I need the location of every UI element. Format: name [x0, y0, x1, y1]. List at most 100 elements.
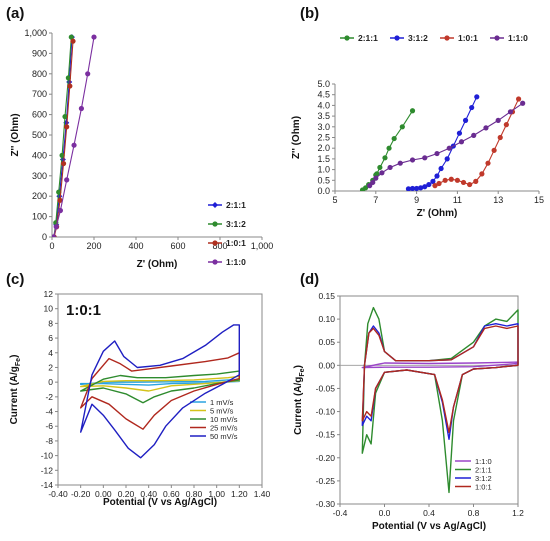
data-point	[91, 34, 97, 40]
legend-entry: 50 mV/s	[190, 432, 238, 441]
legend-label: 5 mV/s	[210, 407, 234, 416]
y-tick-label: 100	[32, 212, 47, 222]
y-axis-label: Current (A/gFe)	[293, 365, 306, 435]
series-line	[369, 102, 524, 187]
y-tick-label: 1.5	[317, 154, 330, 164]
data-point	[53, 224, 59, 230]
legend-marker	[394, 35, 400, 41]
legend-marker	[344, 35, 350, 41]
legend-entry: 3:1:2	[390, 33, 428, 43]
legend-label: 3:1:2	[408, 33, 428, 43]
data-point	[64, 177, 70, 183]
x-tick-label: 0.8	[468, 508, 480, 518]
data-point	[399, 124, 405, 130]
legend-label: 10 mV/s	[210, 415, 238, 424]
data-point	[503, 122, 509, 128]
x-tick-label: 9	[414, 195, 419, 205]
y-tick-label: 0.0	[317, 186, 330, 196]
data-point	[409, 185, 416, 191]
x-tick-label: 1.20	[231, 489, 248, 499]
x-tick-label: 13	[493, 195, 503, 205]
y-tick-label: -12	[41, 465, 54, 475]
x-tick-label: 0.0	[379, 508, 391, 518]
y-axis-label-end: )	[293, 365, 304, 368]
data-point	[56, 189, 62, 195]
data-point	[70, 38, 76, 44]
panel-label: (b)	[300, 5, 319, 22]
data-point	[471, 132, 477, 138]
panel-a: (a) 0 200 400 600 800 1,000 0 100 200 300 400 500 600…	[6, 5, 273, 270]
data-point	[473, 178, 479, 184]
legend-entry: 5 mV/s	[190, 407, 234, 416]
legend-entry: 1:0:1	[440, 33, 478, 43]
data-point	[405, 186, 412, 191]
series-line	[53, 37, 72, 237]
data-point	[520, 100, 526, 106]
y-tick-label: 400	[32, 150, 47, 160]
data-point	[430, 178, 436, 184]
legend-label: 2:1:1	[358, 33, 378, 43]
x-tick-label: 1,000	[251, 241, 274, 251]
data-point	[454, 177, 460, 183]
x-tick-label: 0.40	[140, 489, 157, 499]
legend-label: 1:1:0	[226, 257, 246, 267]
x-tick-label: 0.4	[423, 508, 435, 518]
legend-label: 2:1:1	[475, 466, 492, 475]
y-tick-label: 12	[44, 289, 54, 299]
data-point	[391, 135, 397, 142]
y-tick-label: 0.15	[318, 291, 335, 301]
x-tick-label: -0.20	[71, 489, 91, 499]
legend-entry: 1:0:1	[208, 238, 246, 248]
y-tick-label: 4.0	[317, 100, 330, 110]
data-point	[479, 171, 485, 177]
series-line	[52, 37, 95, 237]
y-tick-label: 2.0	[317, 143, 330, 153]
data-point	[67, 83, 73, 89]
series-line	[80, 370, 240, 404]
y-tick-label: 0.05	[318, 337, 335, 347]
legend-entry: 2:1:1	[455, 466, 492, 475]
data-point	[78, 105, 84, 112]
y-tick-label: -2	[45, 392, 53, 402]
y-axis-label-subscript: Fe	[15, 358, 22, 366]
data-point	[434, 173, 440, 179]
x-axis-label: Z' (Ohm)	[137, 259, 178, 270]
x-tick-label: 1.40	[254, 489, 271, 499]
y-tick-label: 2.5	[317, 133, 330, 143]
y-tick-label: 300	[32, 171, 47, 181]
series-2-1-1	[359, 108, 416, 191]
x-tick-label: 800	[212, 241, 227, 251]
data-point	[64, 124, 70, 130]
y-tick-label: -10	[41, 451, 54, 461]
data-point	[68, 34, 74, 40]
data-point	[374, 171, 380, 177]
legend-marker	[212, 240, 218, 246]
panel-d: (d) -0.4 0.0 0.4 0.8 1.2 -0.30 -0.25 -0.20 -0.15 -…	[293, 271, 524, 532]
data-point	[57, 197, 63, 203]
series-1-1-0	[367, 100, 526, 189]
series-3-1-2	[405, 94, 480, 191]
y-tick-label: 0.5	[317, 175, 330, 185]
data-point	[386, 145, 392, 151]
legend-entry: 1:1:0	[455, 457, 492, 466]
data-point	[448, 176, 454, 182]
y-tick-label: 4	[48, 348, 53, 358]
y-tick-label: 0	[48, 377, 53, 387]
y-tick-label: -0.25	[316, 476, 336, 486]
legend-entry: 10 mV/s	[190, 415, 238, 424]
series-1-0-1	[361, 325, 519, 434]
x-tick-label: 200	[86, 241, 101, 251]
data-point	[60, 160, 67, 167]
data-point	[422, 184, 428, 190]
data-point	[495, 117, 501, 123]
y-tick-label: -4	[45, 407, 53, 417]
x-tick-label: 1.2	[512, 508, 524, 518]
legend-entry: 1:1:0	[490, 33, 528, 43]
y-tick-label: 900	[32, 48, 47, 58]
data-point	[438, 165, 444, 172]
legend-label: 25 mV/s	[210, 424, 238, 433]
x-tick-label: 0	[49, 241, 54, 251]
data-point	[409, 108, 416, 114]
x-tick-label: -0.40	[48, 489, 68, 499]
